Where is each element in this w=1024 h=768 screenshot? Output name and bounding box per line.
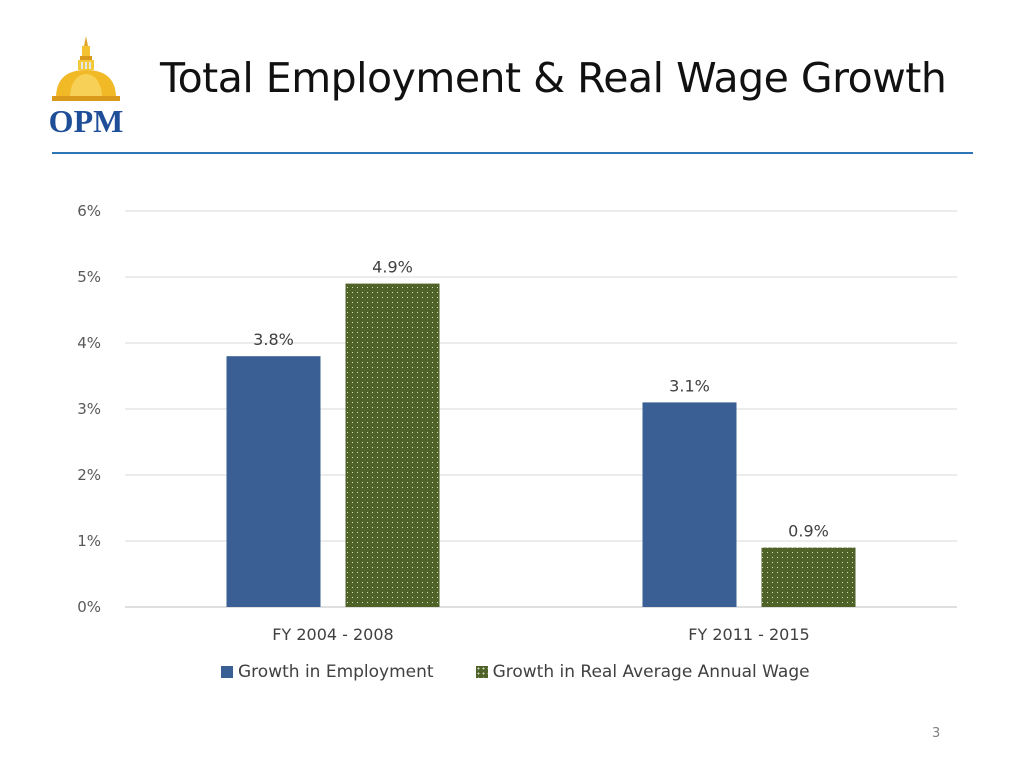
- y-tick-label: 2%: [77, 466, 101, 484]
- data-label: 0.9%: [788, 522, 829, 541]
- page-title: Total Employment & Real Wage Growth: [160, 54, 947, 102]
- bar: [226, 356, 321, 607]
- opm-logo: OPM: [40, 34, 132, 142]
- data-label: 3.8%: [253, 330, 294, 349]
- y-tick-label: 0%: [77, 598, 101, 616]
- legend-swatch-wage: [475, 666, 488, 678]
- legend-swatch-employment: [221, 666, 233, 678]
- legend-item-employment: Growth in Employment: [221, 662, 434, 682]
- y-tick-label: 6%: [77, 202, 101, 220]
- capitol-dome-icon: OPM: [49, 36, 124, 139]
- data-label: 4.9%: [372, 258, 413, 277]
- bar: [642, 402, 737, 607]
- y-tick-label: 5%: [77, 268, 101, 286]
- svg-text:OPM: OPM: [49, 103, 124, 139]
- data-label: 3.1%: [669, 376, 710, 395]
- y-tick-label: 4%: [77, 334, 101, 352]
- legend-label-employment: Growth in Employment: [238, 662, 434, 682]
- y-tick-label: 1%: [77, 532, 101, 550]
- chart-legend: Growth in Employment Growth in Real Aver…: [221, 662, 852, 682]
- x-tick-label: FY 2011 - 2015: [688, 625, 809, 644]
- slide-number: 3: [932, 726, 941, 741]
- bar: [761, 547, 856, 607]
- title-divider: [52, 152, 973, 154]
- legend-item-wage: Growth in Real Average Annual Wage: [475, 662, 810, 682]
- x-tick-label: FY 2004 - 2008: [272, 625, 393, 644]
- y-tick-label: 3%: [77, 400, 101, 418]
- bar: [345, 283, 440, 607]
- legend-label-wage: Growth in Real Average Annual Wage: [492, 662, 810, 682]
